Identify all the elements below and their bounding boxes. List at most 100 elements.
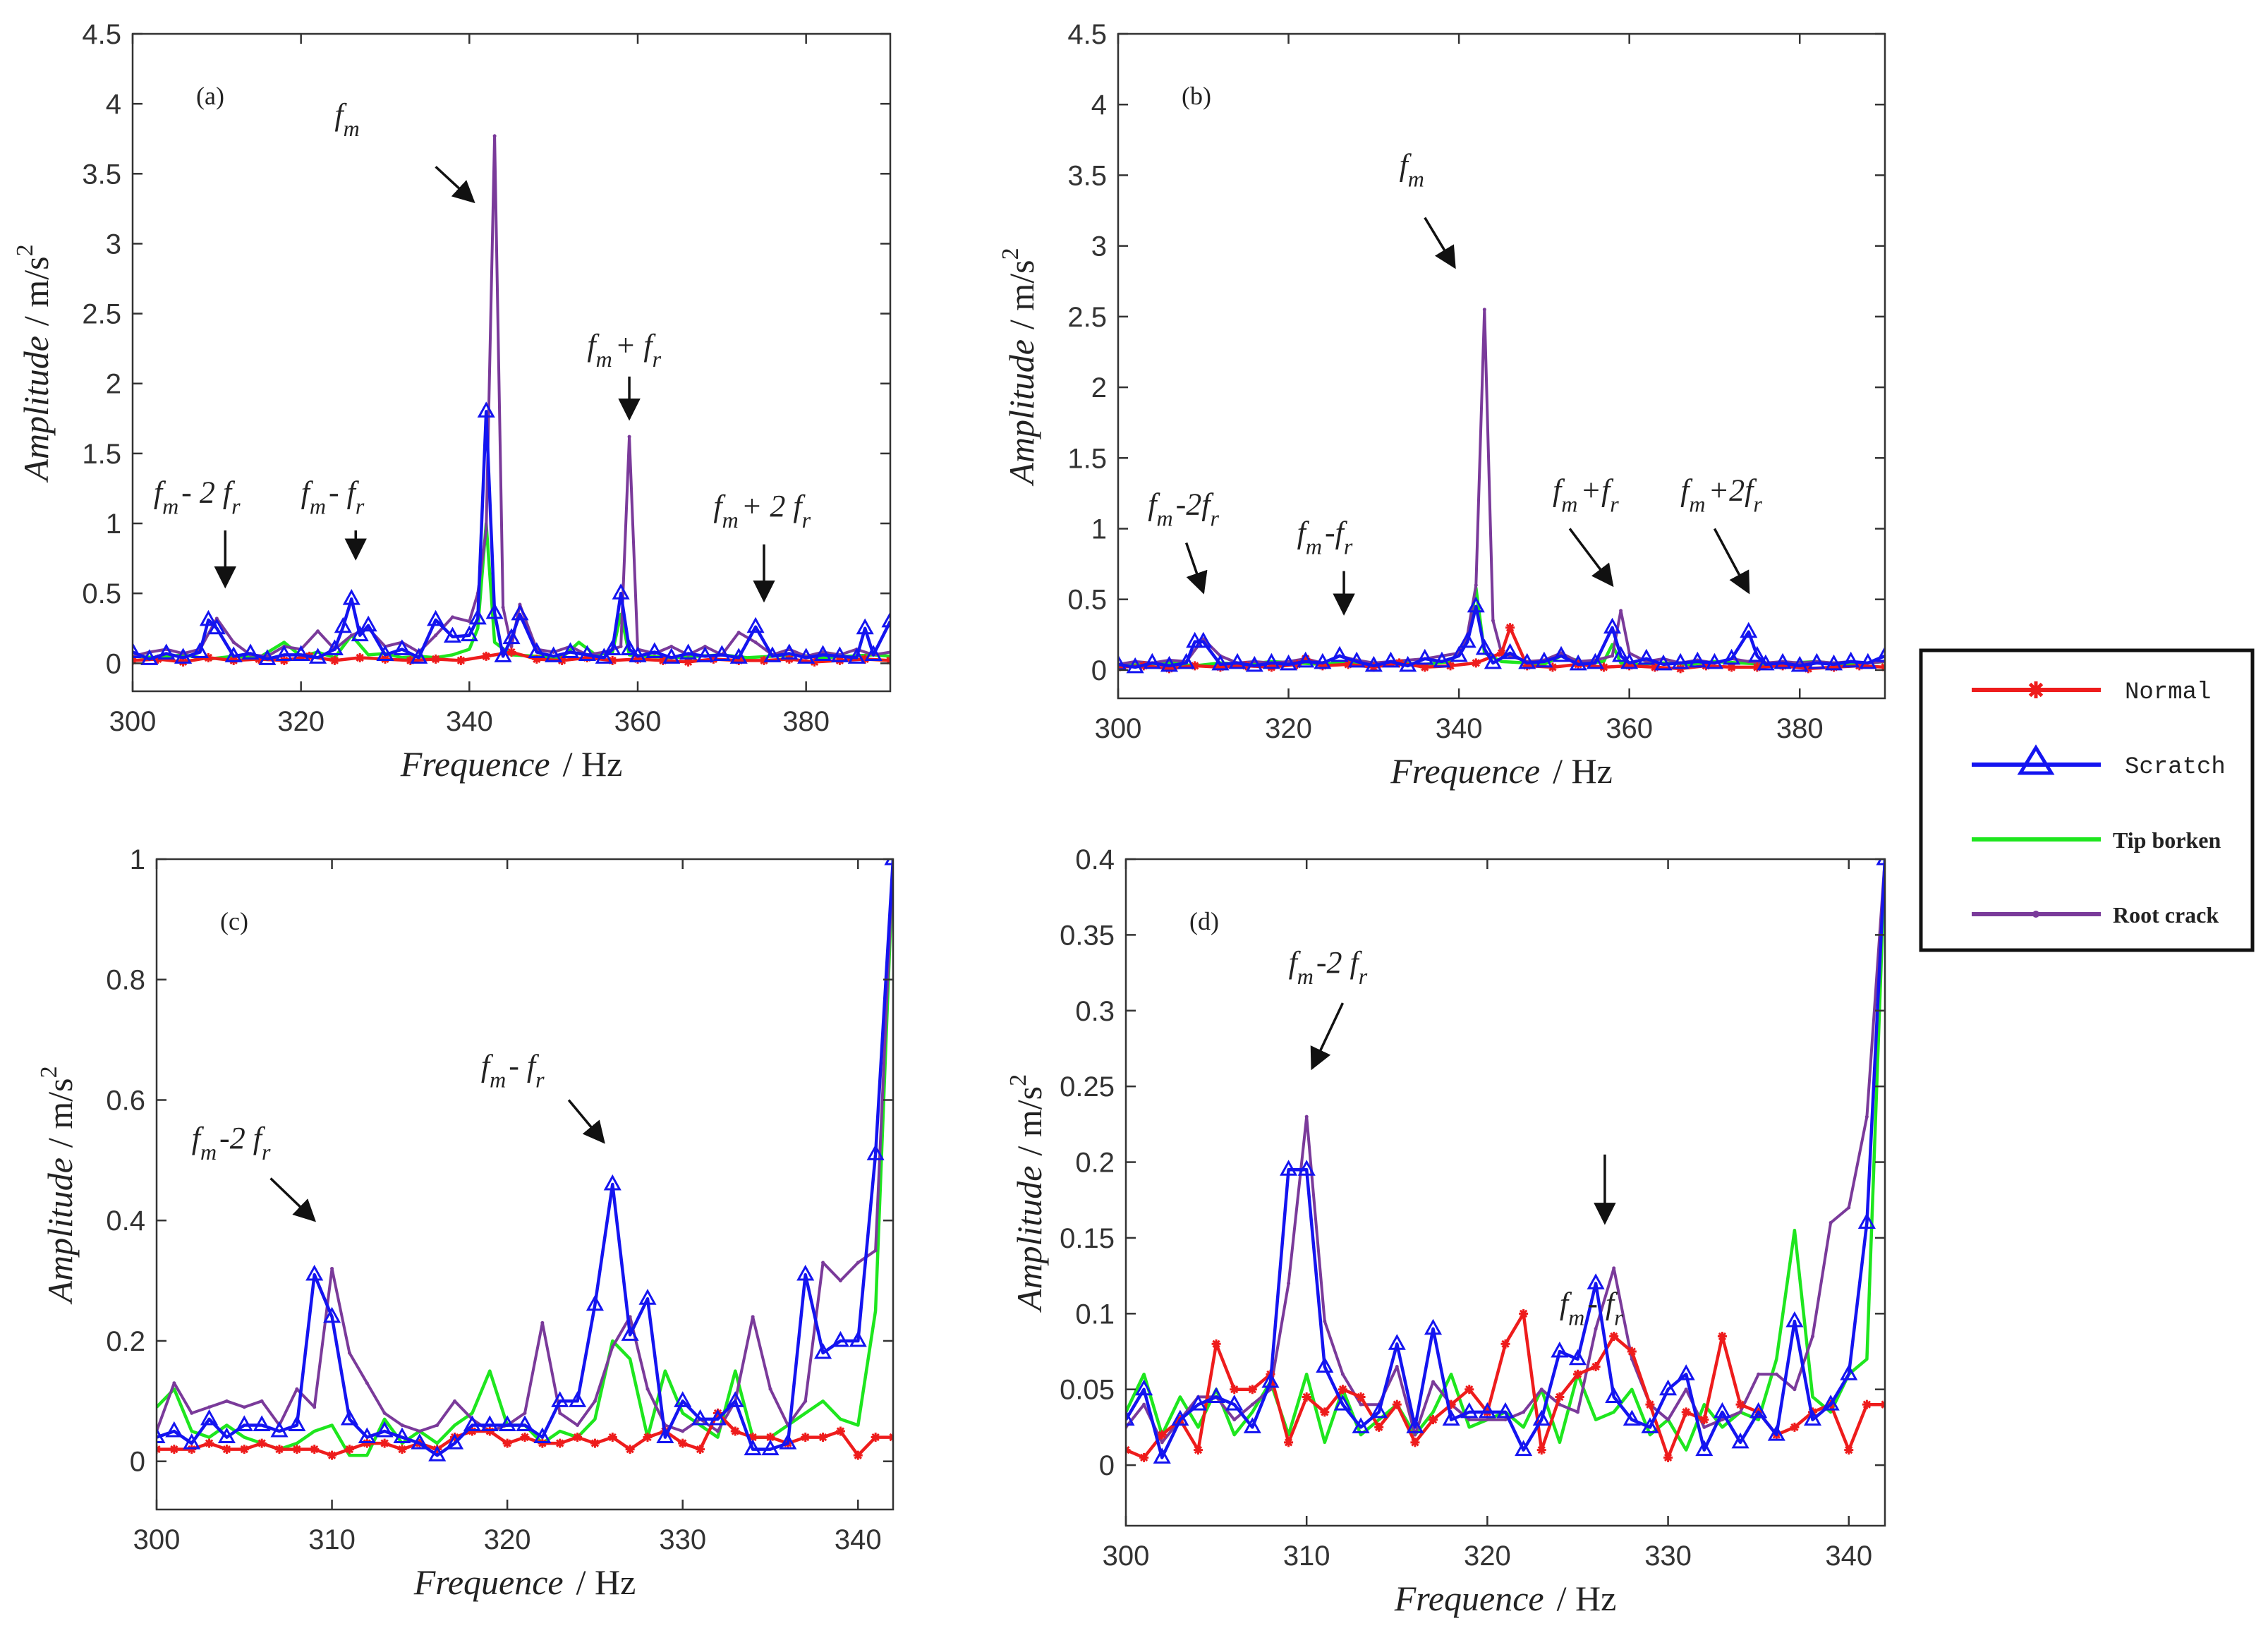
normal-point [1555,1392,1565,1402]
legend-label: Tip borken [2113,827,2221,853]
scratch-point [1518,652,1536,669]
root-point [1467,1418,1472,1422]
normal-point [1735,1399,1745,1409]
root-point [873,1249,878,1253]
scratch-point [813,645,832,661]
root-point [1539,1387,1544,1392]
x-axis-title: Frequence / Hz [413,1562,636,1602]
scratch-point [1243,1417,1261,1433]
y-tick-label: 0.15 [1060,1223,1115,1254]
scratch-point [1535,651,1553,668]
normal-point [239,1445,249,1454]
legend-dot-marker [2032,911,2039,918]
legend-label: Normal [2125,679,2211,706]
scratch-point [797,648,815,664]
scratch-point [358,1427,376,1444]
series-line-scratch [157,859,893,1457]
scratch-point [1316,1356,1334,1373]
scratch-point [1478,1402,1496,1419]
normal-point [1880,1399,1885,1409]
scratch-point [691,1409,710,1426]
peak-annotation: fm-2 fr [192,1121,316,1222]
root-point [1287,660,1291,664]
root-point [669,645,674,649]
scratch-point [1552,645,1570,662]
normal-point [1505,623,1515,633]
scratch-point [638,1289,657,1305]
scratch-point [1177,652,1196,669]
root-point [347,1351,351,1355]
y-axis-title: Amplitude/ m/s2 [36,1066,80,1304]
normal-point [1681,1407,1691,1417]
x-tick-label: 320 [1265,713,1312,744]
normal-point [1374,1422,1384,1432]
scratch-point [1695,1440,1714,1457]
y-tick-label: 0.4 [106,1205,145,1237]
y-tick-label: 3.5 [82,159,121,190]
normal-point [1320,1407,1330,1417]
scratch-point [864,645,883,661]
root-point [736,631,741,635]
scratch-point [1406,1417,1424,1433]
scratch-point [1677,1364,1695,1380]
scratch-point [359,615,377,632]
scratch-point [629,646,647,662]
scratch-point [1433,651,1451,668]
scratch-point [1352,1417,1370,1433]
scratch-point [1705,652,1723,669]
scratch-point [1620,652,1639,669]
root-point [1485,1418,1489,1422]
normal-point [1880,662,1885,672]
scratch-point [1416,648,1434,665]
peak-annotation: fm+2fr [1680,473,1762,595]
scratch-point [1803,1409,1822,1426]
normal-point [1126,1445,1131,1455]
scratch-point [207,618,226,635]
scratch-point [342,589,360,605]
x-tick-label: 380 [782,706,830,737]
y-tick-label: 0.25 [1060,1071,1115,1103]
x-tick-label: 320 [484,1524,531,1555]
legend-entry: Root crack [1972,902,2219,928]
root-point [172,1381,176,1385]
scratch-point [351,625,369,642]
scratch-point [679,643,698,660]
plot-area [1118,34,1885,698]
root-point [1474,583,1478,588]
normal-point [538,1438,547,1448]
normal-point [1717,1332,1727,1342]
scratch-point [1297,651,1315,668]
scratch-point [1261,1371,1280,1388]
scratch-point [485,602,504,619]
scratch-point [1381,651,1400,668]
normal-point [456,655,466,665]
scratch-point [551,1391,569,1407]
annotation-label: fm-2 fr [192,1121,271,1165]
x-tick-label: 360 [614,706,662,737]
root-point [484,528,488,533]
root-point [1340,1372,1345,1376]
normal-point [1609,1332,1619,1342]
y-tick-label: 0.8 [106,965,145,996]
legend-box [1919,648,2255,952]
scratch-point [393,1427,411,1444]
root-point [260,1399,264,1403]
scratch-point [761,1439,780,1456]
scratch-point [411,1433,429,1450]
legend-triangle-marker [2017,744,2055,775]
root-point [576,1423,580,1427]
scratch-point [516,1415,534,1431]
scratch-point [1688,651,1706,668]
scratch-point [528,642,546,658]
scratch-point [1568,1349,1587,1366]
scratch-point [292,645,310,661]
panel-label: (a) [196,82,224,110]
normal-point [590,1438,600,1448]
y-axis-title: Amplitude/ m/s2 [12,244,56,482]
root-point [1232,1418,1237,1422]
scratch-point [1314,652,1332,669]
scratch-point [258,649,277,665]
root-point [1413,1433,1417,1437]
scratch-point [1551,1341,1569,1358]
